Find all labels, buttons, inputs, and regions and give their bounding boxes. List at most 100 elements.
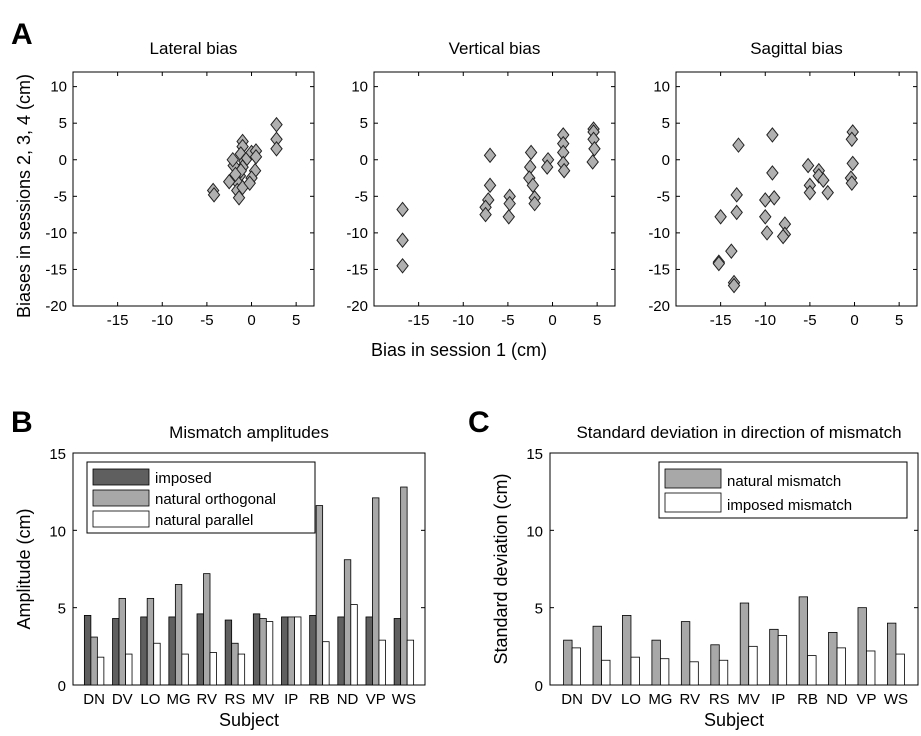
vert-data-point <box>524 144 538 161</box>
vert-axes-box <box>373 71 616 307</box>
sag-y-tick-label: -10 <box>648 225 670 242</box>
mis-bar <box>265 621 274 686</box>
sd-bar <box>622 615 632 686</box>
vert-data-point <box>586 154 599 170</box>
sd-bar <box>571 647 581 686</box>
sag-data-point <box>767 189 781 206</box>
sag-data-point <box>725 243 738 259</box>
vert-data-point <box>479 206 492 223</box>
mis-bar <box>112 618 120 686</box>
vert-data-point <box>483 147 497 164</box>
vert-x-tick-label: -10 <box>452 312 474 329</box>
sag-data-point <box>712 255 726 272</box>
sag-data-point <box>730 187 743 203</box>
vert-y-tick-label: -20 <box>346 298 368 315</box>
mis-bar <box>125 653 133 686</box>
lat-data-point <box>249 149 263 165</box>
sd-x-tick-label: IP <box>771 691 785 708</box>
mis-bar <box>168 616 176 686</box>
mis-bar <box>96 656 105 686</box>
mis-x-tick-label: LO <box>140 691 160 708</box>
vert-data-point <box>557 162 571 179</box>
sd-title: Standard deviation in direction of misma… <box>576 423 901 442</box>
sag-data-point <box>760 225 774 241</box>
mis-legend-label: imposed <box>155 470 212 487</box>
standard-deviation-plot: Standard deviation in direction of misma… <box>491 423 919 730</box>
sag-y-tick-label: 0 <box>662 152 670 169</box>
lat-y-tick-label: -20 <box>45 298 67 315</box>
mis-bar <box>252 613 261 686</box>
lat-x-tick-label: -5 <box>200 312 213 329</box>
sag-x-tick-label: 0 <box>850 312 858 329</box>
sag-data-point <box>759 208 772 225</box>
lat-x-tick-label: -10 <box>151 312 173 329</box>
sd-bar <box>710 644 720 686</box>
mis-legend-label: natural orthogonal <box>155 491 276 508</box>
vertical-bias-plot: Vertical bias -15 -10 -5 0 5 -20 -15 -10 -5 0 5 10 <box>346 39 616 329</box>
sd-x-tick-label: VP <box>856 691 876 708</box>
vert-y-tick-label: -15 <box>346 261 368 278</box>
lat-y-tick-label: -10 <box>45 225 67 242</box>
sd-legend-label: natural mismatch <box>727 473 841 490</box>
sd-bar <box>592 625 602 686</box>
sag-data-point <box>714 208 727 225</box>
sd-x-tick-label: LO <box>621 691 641 708</box>
sd-legend-label: imposed mismatch <box>727 497 852 514</box>
lat-x-tick-label: -15 <box>107 312 129 329</box>
sag-data-point <box>845 131 859 148</box>
mis-legend-swatch <box>92 489 150 507</box>
sag-data-point <box>759 192 772 208</box>
mis-bar <box>343 559 352 686</box>
mis-bar <box>315 505 324 686</box>
panel-a-x-axis-label: Bias in session 1 (cm) <box>371 340 547 360</box>
vert-data-point <box>528 195 541 212</box>
sag-data-point <box>801 157 815 174</box>
sd-bar <box>828 632 838 686</box>
sag-x-tick-label: 5 <box>895 312 903 329</box>
sd-x-tick-label: RS <box>709 691 730 708</box>
mis-bar <box>322 641 330 686</box>
vert-y-tick-label: 5 <box>360 115 368 132</box>
lat-y-tick-label: 5 <box>59 115 67 132</box>
sag-data-point <box>817 172 830 189</box>
vert-x-tick-label: 5 <box>593 312 601 329</box>
sd-x-tick-label: MG <box>648 691 672 708</box>
mis-bar <box>294 616 302 686</box>
mis-x-tick-label: WS <box>392 691 416 708</box>
vert-data-point <box>396 257 409 274</box>
sag-data-point <box>766 127 779 143</box>
mis-y-axis-label: Amplitude (cm) <box>14 508 34 629</box>
mis-y-tick-label: 10 <box>49 523 66 540</box>
sd-x-tick-label: DN <box>561 691 583 708</box>
vert-y-tick-label: -10 <box>346 225 368 242</box>
lat-x-tick-label: 5 <box>292 312 300 329</box>
lat-y-tick-label: 10 <box>50 79 67 96</box>
mis-bar <box>287 616 295 686</box>
lat-axes-box <box>72 71 315 307</box>
lat-y-tick-label: -5 <box>54 188 67 205</box>
sd-bar <box>866 650 876 686</box>
mis-bar <box>203 573 211 686</box>
sd-bar <box>857 607 867 686</box>
sd-bar <box>660 658 670 686</box>
mis-bar <box>153 642 161 686</box>
mis-bar <box>309 615 317 686</box>
mis-bar <box>406 639 415 686</box>
mis-bar <box>393 618 402 686</box>
sd-legend-swatch <box>664 492 722 513</box>
sd-y-tick-label: 5 <box>535 601 543 618</box>
vert-y-tick-label: 0 <box>360 152 368 169</box>
lat-data-point <box>229 166 242 183</box>
mismatch-amplitudes-plot: Mismatch amplitudes 0 5 10 15 DN DV LO MG RV RS MV I… <box>14 423 426 730</box>
mis-bar <box>365 616 373 686</box>
vert-data-point <box>483 177 497 194</box>
vert-data-point <box>396 201 409 218</box>
sd-bar <box>836 647 846 686</box>
sd-x-tick-label: RB <box>797 691 818 708</box>
vert-data-point <box>588 140 601 157</box>
panel-label-a: A <box>11 18 33 51</box>
sag-data-point <box>727 277 741 294</box>
sd-bar <box>769 628 779 686</box>
vert-data-point <box>396 232 409 248</box>
mis-bar <box>337 616 345 686</box>
